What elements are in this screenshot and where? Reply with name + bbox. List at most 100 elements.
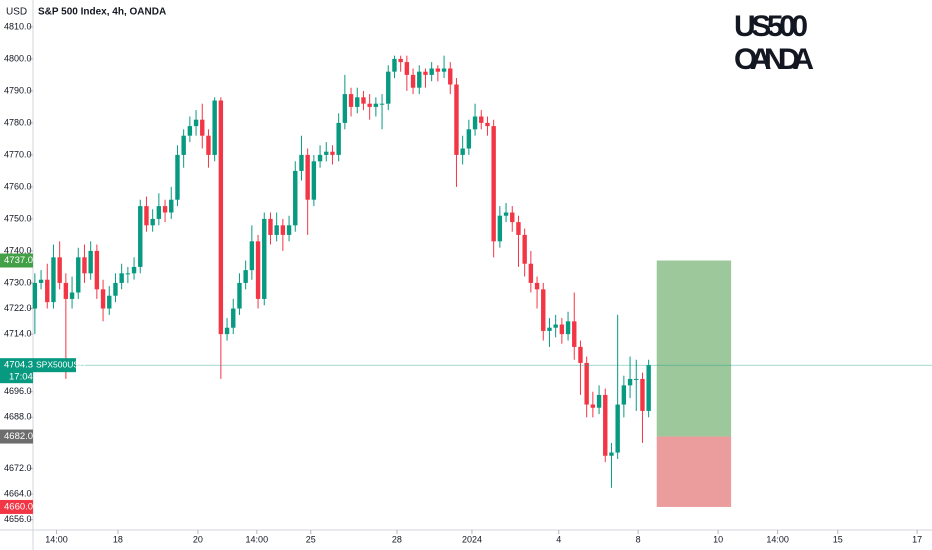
entry-label-bg bbox=[0, 429, 33, 444]
y-tick-label: 4730.0 bbox=[4, 277, 32, 287]
candle-body bbox=[386, 71, 391, 104]
candle-body bbox=[243, 270, 248, 283]
candle-body bbox=[379, 103, 385, 105]
y-tick-label: 4770.0 bbox=[4, 149, 32, 159]
price-label-bg bbox=[0, 358, 33, 384]
y-tick-label: 4714.0 bbox=[4, 329, 32, 339]
candle-body bbox=[193, 119, 199, 127]
candle-body bbox=[280, 225, 286, 235]
candle-body bbox=[175, 154, 180, 200]
candle-body bbox=[528, 263, 534, 283]
candle-body bbox=[32, 282, 38, 309]
candle-body bbox=[491, 126, 496, 242]
candle-body bbox=[621, 385, 627, 405]
x-tick-label: 14:00 bbox=[766, 534, 789, 544]
currency: USD bbox=[6, 7, 27, 18]
candle-body bbox=[603, 394, 608, 456]
price-label: 4704.3 bbox=[4, 360, 33, 371]
x-tick-label: 17 bbox=[912, 534, 922, 544]
candle-body bbox=[45, 279, 50, 303]
candle-body bbox=[435, 68, 441, 72]
candle-body bbox=[646, 365, 651, 411]
candle-body bbox=[497, 215, 503, 242]
candle-body bbox=[640, 378, 645, 411]
candle-body bbox=[156, 206, 162, 219]
profit-zone bbox=[656, 260, 732, 437]
candle-body bbox=[317, 154, 323, 162]
x-tick-label: 10 bbox=[713, 534, 723, 544]
x-tick-label: 25 bbox=[306, 534, 316, 544]
candle-body bbox=[57, 257, 62, 283]
candle-body bbox=[609, 452, 614, 456]
y-tick-label: 4780.0 bbox=[4, 117, 32, 127]
x-tick-label: 28 bbox=[392, 534, 402, 544]
candle-body bbox=[466, 129, 472, 149]
candle-body bbox=[262, 218, 267, 299]
candle-body bbox=[342, 94, 348, 123]
candle-body bbox=[100, 289, 106, 309]
candle-body bbox=[417, 71, 422, 88]
candle-body bbox=[559, 324, 565, 335]
x-tick-label: 4 bbox=[556, 534, 561, 544]
candle-body bbox=[510, 212, 515, 223]
x-tick-label: 14:00 bbox=[45, 534, 68, 544]
y-tick-label: 4696.0 bbox=[4, 386, 32, 396]
candle-body bbox=[125, 273, 131, 275]
candle-body bbox=[169, 199, 174, 213]
x-tick-label: 2024 bbox=[462, 534, 482, 544]
y-tick-label: 4810.0 bbox=[4, 21, 32, 31]
candle-body bbox=[181, 135, 186, 155]
candle-body bbox=[249, 241, 255, 271]
candle-body bbox=[88, 250, 93, 274]
symbol-label: SPX500USD bbox=[36, 359, 85, 369]
candle-body bbox=[522, 234, 527, 264]
candle-body bbox=[355, 97, 360, 107]
x-tick-label: 14:00 bbox=[246, 534, 269, 544]
candle-body bbox=[324, 151, 329, 155]
candle-body bbox=[212, 100, 217, 155]
candle-body bbox=[423, 71, 428, 75]
candle-body bbox=[627, 378, 633, 386]
y-tick-label: 4656.0 bbox=[4, 514, 32, 524]
candle-body bbox=[584, 362, 589, 405]
candle-body bbox=[268, 218, 273, 235]
candle-body bbox=[255, 241, 261, 299]
candle-body bbox=[131, 266, 137, 274]
candle-body bbox=[200, 119, 205, 136]
candle-body bbox=[82, 257, 87, 274]
candle-body bbox=[63, 282, 69, 299]
candle-body bbox=[237, 282, 242, 309]
y-tick-label: 4750.0 bbox=[4, 213, 32, 223]
candle-body bbox=[150, 218, 155, 226]
candle-body bbox=[162, 206, 168, 213]
candle-body bbox=[547, 327, 552, 331]
candle-body bbox=[293, 170, 298, 226]
x-tick-label: 8 bbox=[636, 534, 641, 544]
candle-body bbox=[299, 154, 304, 171]
candle-body bbox=[441, 68, 447, 72]
candle-body bbox=[590, 404, 596, 408]
candle-body bbox=[113, 282, 118, 296]
chart-title: S&P 500 Index, 4h, OANDA bbox=[38, 7, 166, 18]
y-tick-label: 4672.0 bbox=[4, 463, 32, 473]
candle-body bbox=[398, 58, 403, 63]
candle-body bbox=[596, 394, 602, 408]
candle-body bbox=[348, 94, 354, 107]
candle-body bbox=[410, 74, 416, 88]
candle-body bbox=[38, 279, 44, 283]
watermark: OANDA bbox=[734, 43, 814, 76]
candle-body bbox=[218, 100, 224, 335]
candle-body bbox=[107, 295, 112, 309]
candle-body bbox=[565, 321, 571, 335]
candle-body bbox=[429, 68, 434, 75]
candle-body bbox=[274, 225, 279, 235]
candle-body bbox=[224, 327, 230, 335]
candle-body bbox=[206, 135, 211, 155]
candle-body bbox=[634, 378, 639, 380]
candle-body bbox=[311, 161, 317, 200]
candle-body bbox=[503, 212, 509, 216]
candle-body bbox=[187, 126, 193, 136]
y-tick-label: 4722.0 bbox=[4, 303, 32, 313]
candle-body bbox=[485, 122, 490, 127]
